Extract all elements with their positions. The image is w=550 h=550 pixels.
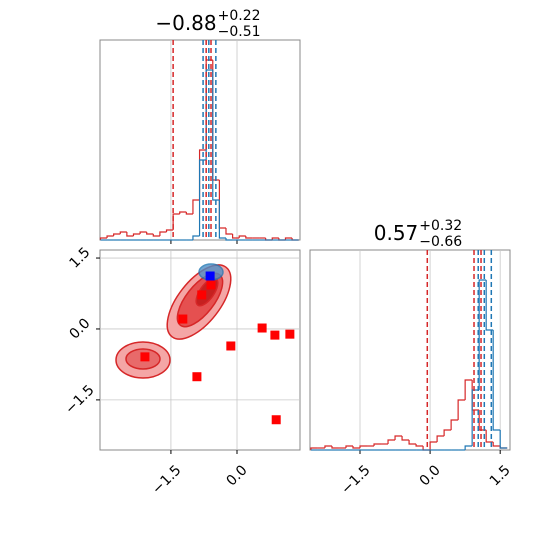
histogram-step bbox=[492, 330, 501, 431]
x-tick-label: 1.5 bbox=[487, 462, 514, 489]
histogram-step bbox=[225, 238, 233, 241]
histogram-step bbox=[159, 231, 167, 236]
histogram-step bbox=[126, 232, 134, 237]
histogram-step bbox=[119, 231, 127, 234]
histogram-step bbox=[359, 445, 368, 448]
title-upper: +0.32 bbox=[419, 218, 462, 234]
histogram-step bbox=[443, 429, 452, 436]
histogram-step bbox=[345, 445, 353, 448]
point bbox=[257, 323, 267, 333]
histogram-step bbox=[146, 232, 154, 235]
histogram-step bbox=[172, 213, 180, 230]
title-lower: −0.51 bbox=[218, 24, 261, 40]
point bbox=[140, 352, 150, 362]
histogram-step bbox=[113, 233, 121, 236]
x-tick-label: −1.5 bbox=[149, 462, 184, 497]
histogram-step bbox=[450, 419, 459, 430]
histogram-step bbox=[429, 441, 438, 450]
histogram-step bbox=[192, 235, 200, 240]
title-lower: −0.66 bbox=[419, 234, 462, 250]
histogram-step bbox=[331, 446, 339, 449]
histogram-step bbox=[408, 440, 417, 445]
title-upper: +0.22 bbox=[218, 8, 261, 24]
point bbox=[178, 314, 188, 324]
histogram-step bbox=[401, 436, 410, 441]
histogram-step bbox=[464, 379, 473, 400]
point bbox=[206, 280, 216, 290]
point bbox=[197, 290, 207, 300]
panel-frame bbox=[99, 249, 301, 451]
histogram-step bbox=[485, 280, 494, 331]
x-tick-label: 0.0 bbox=[417, 462, 444, 489]
point bbox=[271, 415, 281, 425]
title-value: −0.88 bbox=[155, 11, 216, 35]
histogram-step bbox=[231, 234, 240, 239]
histogram-step bbox=[238, 235, 246, 238]
histogram-step bbox=[198, 159, 207, 236]
histogram-step bbox=[218, 180, 226, 229]
histogram-step bbox=[415, 444, 424, 447]
histogram-step bbox=[225, 228, 233, 235]
point bbox=[205, 271, 215, 281]
histogram-step bbox=[212, 70, 220, 201]
histogram-step bbox=[218, 200, 226, 239]
histogram-step bbox=[185, 212, 193, 215]
y-tick-label: 0.0 bbox=[66, 315, 93, 342]
histogram-step bbox=[457, 399, 466, 420]
histogram-step bbox=[324, 445, 332, 448]
histogram-step bbox=[106, 235, 114, 238]
histogram-step bbox=[464, 445, 473, 450]
histogram-step bbox=[165, 229, 174, 232]
histogram-step bbox=[492, 442, 501, 447]
point bbox=[270, 330, 280, 340]
panel-frame bbox=[99, 39, 301, 241]
histogram-step bbox=[284, 237, 293, 240]
histogram-step bbox=[271, 237, 279, 240]
histogram-step bbox=[478, 279, 487, 390]
x-tick-label: 0.0 bbox=[224, 462, 251, 489]
x-tick-label: −1.5 bbox=[338, 462, 373, 497]
histogram-step bbox=[310, 447, 318, 450]
point bbox=[285, 329, 295, 339]
histogram-step bbox=[387, 439, 396, 444]
histogram-step bbox=[152, 234, 160, 237]
histogram-step bbox=[245, 236, 253, 239]
histogram-step bbox=[394, 435, 403, 440]
histogram-step bbox=[352, 446, 360, 449]
histogram-step bbox=[471, 389, 480, 446]
histogram-step bbox=[485, 430, 494, 443]
histogram-step bbox=[139, 231, 147, 234]
title-value: 0.57 bbox=[374, 221, 419, 245]
histogram-step bbox=[99, 237, 108, 240]
y-tick-label: 1.5 bbox=[66, 245, 93, 272]
point bbox=[226, 341, 236, 351]
y-tick-label: −1.5 bbox=[62, 382, 97, 417]
point bbox=[192, 372, 202, 382]
histogram-step bbox=[179, 211, 187, 214]
histogram-step bbox=[499, 430, 508, 449]
histogram-step bbox=[436, 435, 445, 442]
histogram-step bbox=[478, 410, 487, 431]
histogram-step bbox=[132, 233, 141, 236]
histogram-step bbox=[192, 199, 200, 214]
histogram-step bbox=[373, 443, 382, 446]
